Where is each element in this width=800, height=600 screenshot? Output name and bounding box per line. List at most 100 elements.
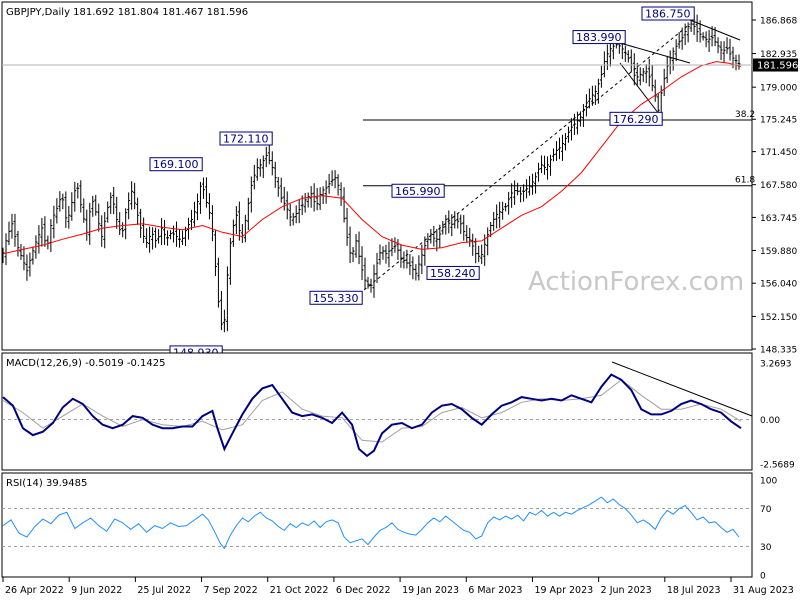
rsi-axis-label: 70 — [760, 505, 772, 515]
price-bar — [734, 54, 738, 71]
time-axis-label: 6 Dec 2022 — [336, 585, 391, 596]
price-bar — [31, 246, 35, 265]
price-bar — [327, 173, 331, 194]
price-bar — [429, 228, 433, 244]
price-bar — [474, 238, 478, 264]
price-axis-label: 175.245 — [760, 116, 797, 126]
price-bar — [402, 251, 406, 269]
price-bar — [133, 182, 137, 210]
price-bar — [674, 39, 678, 61]
price-bar — [333, 170, 337, 189]
price-bar — [70, 192, 74, 221]
price-bar — [554, 141, 558, 161]
price-bar — [695, 14, 699, 42]
price-bar — [270, 151, 274, 176]
price-bar — [569, 118, 573, 141]
price-bar — [605, 44, 609, 71]
price-annotation-box — [219, 131, 273, 146]
price-bar — [635, 62, 639, 87]
macd-axis-label: -2.5689 — [760, 461, 795, 471]
price-bar — [303, 192, 307, 213]
price-bar — [22, 246, 26, 271]
price-bar — [480, 244, 484, 265]
price-bar — [198, 181, 202, 214]
price-bar — [258, 159, 262, 177]
price-bar — [423, 236, 427, 266]
price-bar — [650, 65, 654, 92]
price-bar — [213, 230, 217, 277]
price-bar — [61, 193, 65, 210]
price-bar — [345, 207, 349, 246]
price-bar — [225, 266, 229, 332]
price-bar — [516, 182, 520, 196]
price-bar — [201, 177, 205, 199]
price-bar — [255, 158, 259, 181]
price-bar — [408, 254, 412, 275]
trend-line-b — [619, 62, 663, 119]
price-bar — [647, 58, 651, 87]
price-bar — [707, 29, 711, 52]
price-bar — [127, 192, 131, 220]
price-bar — [100, 215, 104, 247]
price-bar — [264, 146, 268, 168]
price-bar — [501, 201, 505, 220]
price-annotation: 176.290 — [609, 111, 663, 126]
price-bar — [665, 55, 669, 83]
price-bar — [537, 162, 541, 182]
price-bar — [1, 247, 5, 264]
price-bar — [531, 173, 535, 195]
last-price-label: 181.596 — [757, 61, 798, 72]
price-bar — [453, 211, 457, 229]
price-bar — [641, 68, 645, 82]
price-bar — [369, 278, 373, 293]
price-annotation-box — [391, 183, 445, 198]
price-axis-label: 163.745 — [760, 214, 797, 224]
price-annotation-box — [609, 111, 663, 126]
price-bar — [342, 187, 346, 223]
price-bar — [148, 226, 152, 253]
price-bar — [426, 233, 430, 250]
price-annotation-label: 186.750 — [645, 8, 691, 21]
price-bar — [124, 208, 128, 240]
price-annotations: 186.750 183.990 176.290 172.110 169.100 165.9… — [149, 6, 695, 360]
price-bar — [291, 212, 295, 226]
price-bar — [204, 177, 208, 208]
price-bar — [97, 203, 101, 232]
price-bar — [581, 104, 585, 128]
price-bar — [279, 177, 283, 203]
price-bar — [360, 246, 364, 281]
price-bar — [384, 244, 388, 264]
macd-title: MACD(12,26,9) -0.5019 -0.1425 — [6, 358, 166, 369]
price-bar — [189, 209, 193, 230]
price-bar — [572, 113, 576, 135]
price-bar — [653, 79, 657, 102]
price-bar — [477, 245, 481, 263]
price-axis-label: 182.935 — [760, 50, 797, 60]
price-bar — [306, 192, 310, 208]
price-bar — [441, 220, 445, 235]
time-axis-label: 25 Jul 2022 — [137, 585, 191, 596]
price-bar — [519, 186, 523, 203]
price-bar — [252, 164, 256, 190]
price-bar — [638, 67, 642, 86]
price-bar — [79, 180, 83, 213]
price-bar — [486, 227, 490, 256]
price-bar — [73, 181, 77, 212]
trend-line-a — [619, 42, 691, 64]
price-axis-label: 186.868 — [760, 17, 797, 27]
price-axis-label: 179.000 — [760, 84, 797, 94]
macd-signal-line — [2, 379, 742, 443]
price-bar — [142, 217, 146, 244]
price-bar — [82, 198, 86, 223]
price-bar — [737, 54, 741, 70]
price-bar — [728, 38, 732, 61]
price-bar — [7, 221, 11, 246]
time-axis-label: 18 Jul 2023 — [667, 585, 721, 596]
price-bar — [611, 41, 615, 60]
price-bar — [713, 27, 717, 47]
watermark: ActionForex.com — [528, 267, 744, 297]
rsi-pane: RSI(14) 39.9485 100 70 30 0 — [1, 472, 777, 582]
price-bar — [154, 227, 158, 248]
price-bar — [587, 88, 591, 109]
